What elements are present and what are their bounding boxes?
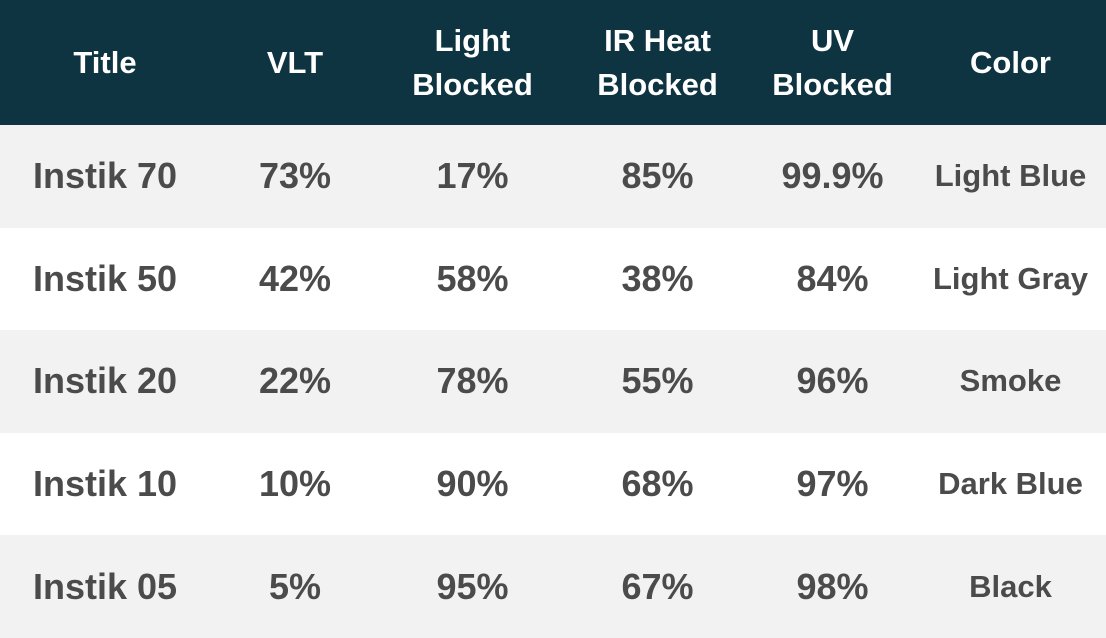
table-cell: 42% (210, 227, 380, 331)
table-cell: Instik 10 (0, 432, 210, 536)
column-header: Light Blocked (380, 0, 565, 125)
table-cell: 68% (565, 432, 750, 536)
table-cell: 96% (750, 330, 915, 433)
table-cell: Smoke (915, 330, 1106, 433)
table-row: Instik 70 73% 17% 85% 99.9% Light Blue (0, 125, 1106, 228)
column-header-text: Color (970, 44, 1051, 80)
column-header: Title (0, 0, 210, 125)
table-cell: 99.9% (750, 125, 915, 228)
table-cell: 10% (210, 432, 380, 536)
table-cell: 58% (380, 227, 565, 331)
table-cell: 95% (380, 535, 565, 638)
table-cell: Instik 70 (0, 125, 210, 228)
table-cell: 84% (750, 227, 915, 331)
table-cell: Light Gray (915, 227, 1106, 331)
column-header: VLT (210, 0, 380, 125)
table-cell: 67% (565, 535, 750, 638)
column-header-text: VLT (266, 44, 324, 80)
table-row: Instik 20 22% 78% 55% 96% Smoke (0, 330, 1106, 433)
table-cell: 97% (750, 432, 915, 536)
table-cell: 90% (380, 432, 565, 536)
header-row: Title VLT Light Blocked IR Heat Blocked UV B… (0, 0, 1106, 125)
table-cell: Dark Blue (915, 432, 1106, 536)
table-cell: 78% (380, 330, 565, 433)
table-cell: Instik 50 (0, 227, 210, 331)
table-row: Instik 50 42% 58% 38% 84% Light Gray (0, 227, 1106, 331)
table-row: Instik 05 5% 95% 67% 98% Black (0, 535, 1106, 638)
table-cell: 22% (210, 330, 380, 433)
column-header: Color (915, 0, 1106, 125)
table-body: Instik 70 73% 17% 85% 99.9% Light Blue Instik … (0, 125, 1106, 638)
table-cell: 98% (750, 535, 915, 638)
table-cell: 55% (565, 330, 750, 433)
table-cell: Light Blue (915, 125, 1106, 228)
column-header-text: Light Blocked (412, 23, 533, 102)
table-cell: 17% (380, 125, 565, 228)
table-cell: Black (915, 535, 1106, 638)
column-header-text: UV Blocked (772, 23, 893, 102)
column-header: UV Blocked (750, 0, 915, 125)
table-cell: 5% (210, 535, 380, 638)
table-cell: Instik 20 (0, 330, 210, 433)
table-cell: Instik 05 (0, 535, 210, 638)
column-header-text: Title (73, 44, 137, 80)
column-header: IR Heat Blocked (565, 0, 750, 125)
column-header-text: IR Heat Blocked (597, 23, 718, 102)
table-cell: 85% (565, 125, 750, 228)
table-row: Instik 10 10% 90% 68% 97% Dark Blue (0, 432, 1106, 536)
table-cell: 38% (565, 227, 750, 331)
table-header: Title VLT Light Blocked IR Heat Blocked UV B… (0, 0, 1106, 125)
table-cell: 73% (210, 125, 380, 228)
